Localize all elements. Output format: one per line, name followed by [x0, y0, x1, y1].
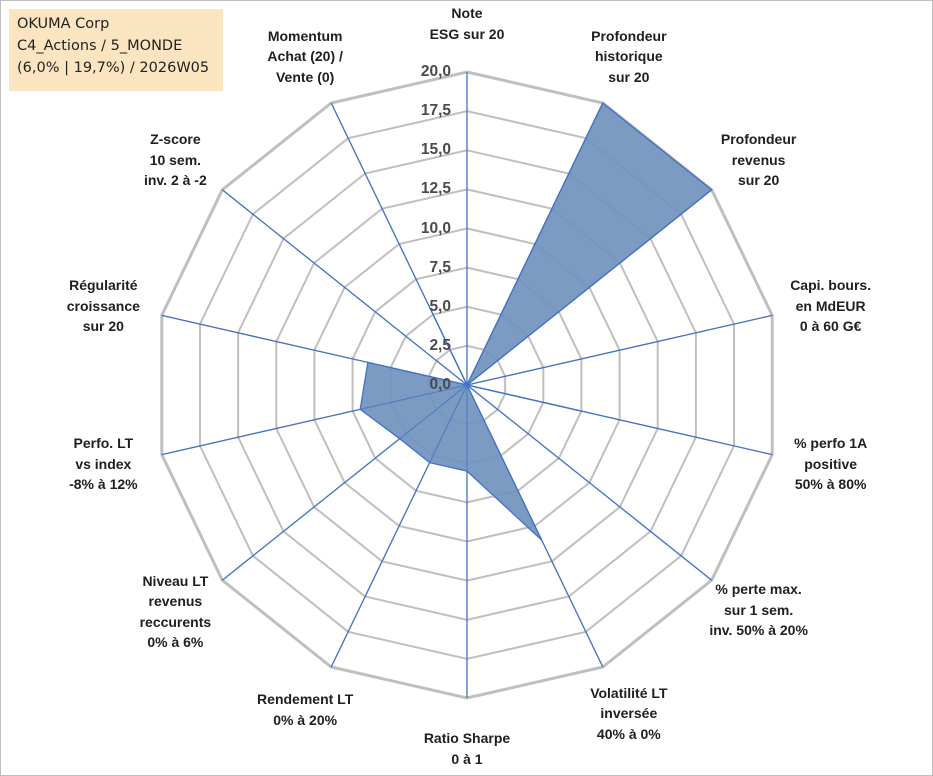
category-label: Rendement LT 0% à 20%: [257, 691, 354, 728]
tick-label: 10,0: [420, 219, 451, 237]
category-label: Ratio Sharpe 0 à 1: [423, 730, 511, 767]
tick-label: 7,5: [429, 258, 451, 276]
radar-series: [161, 72, 773, 698]
axis-spoke-overlay: [466, 384, 773, 456]
company-name: OKUMA Corp: [17, 16, 110, 32]
tick-label: 17,5: [420, 102, 451, 120]
category-label: Régularité croissance sur 20: [66, 277, 140, 335]
axis-spoke-overlay: [466, 189, 713, 386]
category-label: % perfo 1A positive 50% à 80%: [794, 435, 868, 493]
axis-spoke-overlay: [221, 189, 468, 386]
category-label: Profondeur revenus sur 20: [720, 131, 797, 189]
category-label: Volatilité LT inversée 40% à 0%: [590, 684, 668, 742]
axis-spoke-overlay: [221, 384, 468, 581]
category-label: % perte max. sur 1 sem. inv. 50% à 20%: [709, 581, 808, 639]
chart-title-box: OKUMA Corp C4_Actions / 5_MONDE (6,0% | …: [9, 9, 223, 91]
tick-label: 15,0: [420, 141, 451, 159]
axis-spoke-overlay: [466, 314, 773, 386]
tick-label: 5,0: [429, 297, 451, 315]
category-label: Z-score 10 sem. inv. 2 à -2: [143, 131, 207, 189]
axis-spoke-overlay: [330, 384, 468, 668]
category-label: Niveau LT revenus reccurents 0% à 6%: [139, 572, 212, 651]
portfolio-path: C4_Actions / 5_MONDE: [17, 38, 183, 54]
tick-label: 2,5: [429, 336, 451, 354]
axis-spoke-overlay: [330, 102, 468, 386]
axis-spoke-overlay: [466, 384, 713, 581]
series-area: [359, 101, 713, 541]
category-label: Note ESG sur 20: [429, 5, 505, 42]
category-label: Profondeur historique sur 20: [591, 27, 667, 85]
tick-label: 20,0: [420, 63, 451, 80]
tick-label: 12,5: [420, 180, 451, 198]
category-label: Perfo. LT vs index -8% à 12%: [69, 435, 138, 493]
category-label: Momentum Achat (20) / Vente (0): [267, 27, 343, 85]
tick-label: 0,0: [429, 376, 451, 393]
category-label: Capi. bours. en MdEUR 0 à 60 G€: [790, 277, 872, 335]
axis-spoke-overlay: [466, 102, 604, 386]
axis-spoke-overlay: [161, 314, 468, 386]
axis-spoke-overlay: [161, 384, 468, 456]
axis-spoke-overlay: [466, 384, 604, 668]
period-stats: (6,0% | 19,7%) / 2026W05: [17, 60, 210, 76]
